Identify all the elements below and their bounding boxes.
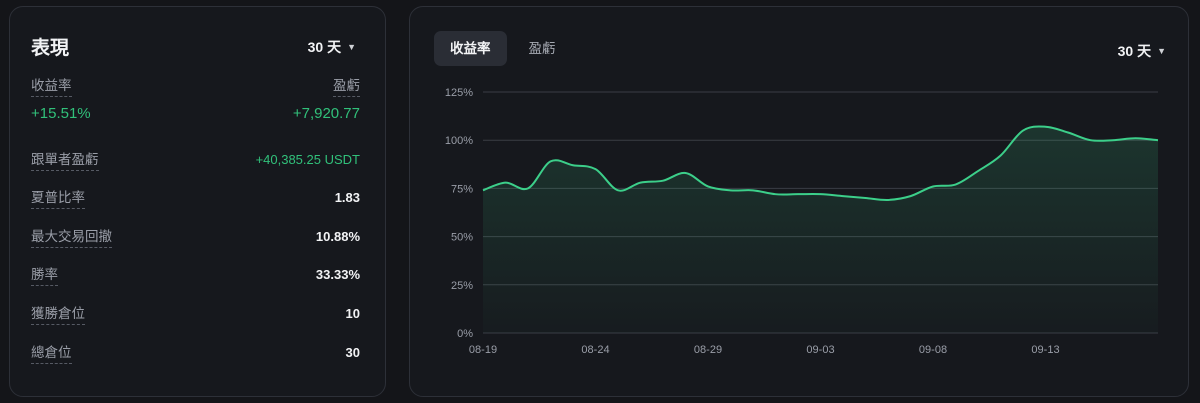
x-tick-label: 09-08 [919,344,947,356]
data-point [797,193,799,195]
data-point [999,154,1001,156]
x-tick-label: 08-19 [469,344,497,356]
stat-row-winning-positions: 獲勝倉位 10 [31,306,360,326]
chevron-down-icon: ▼ [1157,46,1166,56]
stat-value: 10.88% [315,229,360,244]
stat-row-copier-pnl: 跟單者盈虧 +40,385.25 USDT [31,152,360,172]
chart-tabs: 收益率 盈虧 [434,31,572,66]
data-point [662,179,664,181]
data-point [684,172,686,174]
stat-value: 10 [345,306,360,321]
data-point [1067,131,1069,133]
data-point [594,168,596,170]
chart-panel: 0% 25% 50% 75% 100% 125% 08-19 08-24 08-29 09-03 0… [409,6,1189,397]
y-tick-label: 0% [457,328,473,340]
data-point [752,189,754,191]
data-point [639,181,641,183]
y-tick-label: 75% [451,183,473,195]
stat-value: 30 [345,345,360,360]
stat-label[interactable]: 獲勝倉位 [31,306,85,325]
stat-label[interactable]: 總倉位 [31,345,72,364]
data-point [729,189,731,191]
data-point [774,193,776,195]
return-rate-chart: 0% 25% 50% 75% 100% 125% 08-19 08-24 08-29 09-03 0… [445,87,1159,356]
stat-row-sharpe: 夏普比率 1.83 [31,190,360,210]
tab-pnl[interactable]: 盈虧 [528,41,556,56]
pnl-label[interactable]: 盈虧 [333,78,360,97]
x-tick-label: 09-03 [806,344,834,356]
data-point [887,199,889,201]
y-tick-label: 25% [451,280,473,292]
data-point [1134,137,1136,139]
area-fill [483,126,1158,333]
data-point [864,197,866,199]
return-rate-label[interactable]: 收益率 [31,78,72,97]
chart-range-label: 30 天 [1117,43,1152,59]
data-point [707,185,709,187]
stat-label[interactable]: 最大交易回撤 [31,229,112,248]
data-point [819,193,821,195]
x-tick-label: 08-24 [581,344,609,356]
stat-row-total-positions: 總倉位 30 [31,345,360,365]
data-point [617,189,619,191]
data-point [482,189,484,191]
performance-panel: 表現 30 天 ▼ 收益率 +15.51% 盈虧 +7,920.77 跟單者盈虧… [9,6,386,397]
stat-label[interactable]: 夏普比率 [31,190,85,209]
y-tick-label: 100% [445,135,473,147]
stat-value: 33.33% [315,267,360,282]
data-point [909,195,911,197]
return-rate-value: +15.51% [31,105,91,122]
data-point [527,187,529,189]
data-point [1089,139,1091,141]
data-point [932,185,934,187]
data-point [1022,129,1024,131]
data-point [549,160,551,162]
data-point [572,164,574,166]
stat-row-win-rate: 勝率 33.33% [31,267,360,287]
data-point [977,170,979,172]
chevron-down-icon: ▼ [347,42,356,52]
tab-return-rate[interactable]: 收益率 [434,31,507,66]
x-tick-label: 08-29 [694,344,722,356]
data-point [1112,139,1114,141]
data-point [1044,126,1046,128]
stat-value: 1.83 [334,190,360,205]
data-point [842,195,844,197]
data-point [504,181,506,183]
performance-title: 表現 [31,38,70,59]
stat-value: +40,385.25 USDT [255,152,360,167]
data-point [954,183,956,185]
pnl-value: +7,920.77 [292,105,360,122]
series-line [482,125,1159,202]
stat-label[interactable]: 勝率 [31,267,58,286]
performance-range-label: 30 天 [307,39,342,55]
data-point [1157,139,1159,141]
stat-label[interactable]: 跟單者盈虧 [31,152,99,171]
performance-range-dropdown[interactable]: 30 天 ▼ [308,37,356,57]
chart-range-dropdown[interactable]: 30 天 ▼ [1118,41,1166,61]
y-tick-label: 125% [445,87,473,99]
stat-row-max-drawdown: 最大交易回撤 10.88% [31,229,360,249]
x-tick-label: 09-13 [1031,344,1059,356]
y-tick-label: 50% [451,232,473,244]
